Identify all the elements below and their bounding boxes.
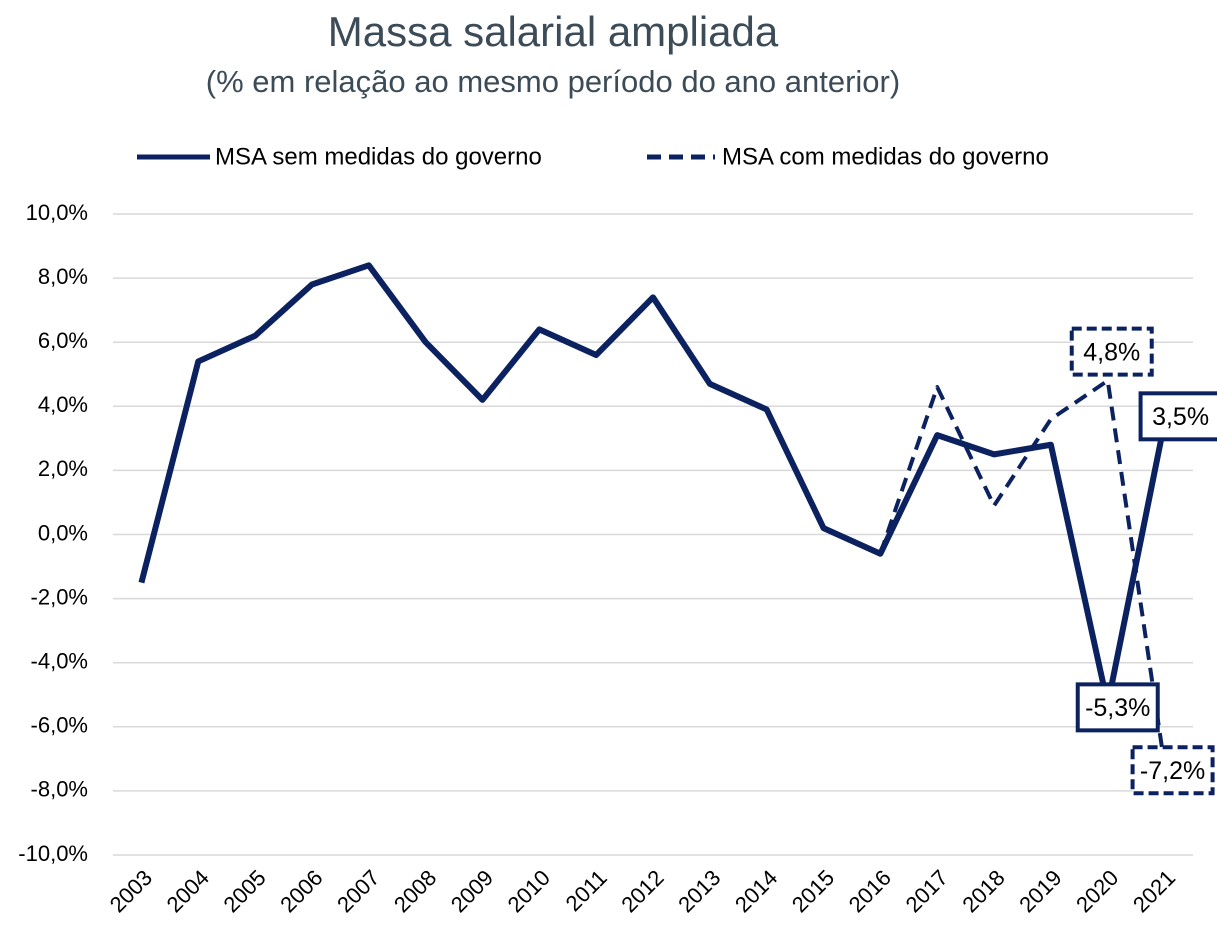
y-tick-label: -10,0% bbox=[18, 841, 88, 866]
value-label: 4,8% bbox=[1083, 338, 1140, 366]
x-tick-label: 2014 bbox=[730, 865, 782, 917]
y-tick-label: -2,0% bbox=[31, 584, 88, 609]
x-tick-label: 2011 bbox=[561, 865, 612, 916]
x-tick-label: 2016 bbox=[844, 865, 896, 917]
x-tick-label: 2004 bbox=[162, 865, 214, 917]
x-tick-label: 2009 bbox=[446, 865, 498, 917]
value-label-box bbox=[1138, 391, 1217, 442]
x-tick-label: 2020 bbox=[1071, 865, 1123, 917]
y-tick-label: 0,0% bbox=[38, 520, 88, 545]
y-tick-label: -4,0% bbox=[31, 649, 88, 674]
x-tick-label: 2008 bbox=[389, 865, 441, 917]
y-tick-label: -8,0% bbox=[31, 777, 88, 802]
line-series bbox=[878, 378, 1167, 766]
x-tick-label: 2012 bbox=[616, 865, 668, 917]
y-tick-label: -6,0% bbox=[31, 713, 88, 738]
chart-subtitle: (% em relação ao mesmo período do ano an… bbox=[206, 64, 900, 99]
value-label-box bbox=[1130, 745, 1215, 796]
x-tick-label: 2015 bbox=[787, 865, 839, 917]
y-tick-label: 10,0% bbox=[26, 200, 88, 225]
value-label: 3,5% bbox=[1152, 403, 1209, 431]
y-tick-label: 2,0% bbox=[38, 456, 88, 481]
x-tick-label: 2019 bbox=[1014, 865, 1066, 917]
x-tick-label: 2005 bbox=[218, 865, 270, 917]
value-label: -7,2% bbox=[1140, 757, 1205, 785]
value-label: -5,3% bbox=[1085, 694, 1150, 722]
x-tick-label: 2013 bbox=[673, 865, 725, 917]
chart-title: Massa salarial ampliada bbox=[328, 8, 779, 55]
value-label-box bbox=[1075, 682, 1160, 733]
y-tick-label: 8,0% bbox=[38, 264, 88, 289]
x-tick-label: 2017 bbox=[901, 865, 953, 917]
y-tick-label: 6,0% bbox=[38, 328, 88, 353]
x-tick-label: 2010 bbox=[503, 865, 555, 917]
x-tick-label: 2003 bbox=[105, 865, 157, 917]
x-tick-label: 2006 bbox=[275, 865, 327, 917]
x-tick-label: 2007 bbox=[332, 865, 384, 917]
legend-label: MSA com medidas do governo bbox=[722, 143, 1049, 170]
value-label-box bbox=[1069, 326, 1154, 377]
legend-label: MSA sem medidas do governo bbox=[215, 143, 542, 170]
x-tick-label: 2021 bbox=[1128, 865, 1180, 917]
line-series bbox=[138, 262, 1168, 708]
x-tick-label: 2018 bbox=[957, 865, 1009, 917]
y-tick-label: 4,0% bbox=[38, 392, 88, 417]
